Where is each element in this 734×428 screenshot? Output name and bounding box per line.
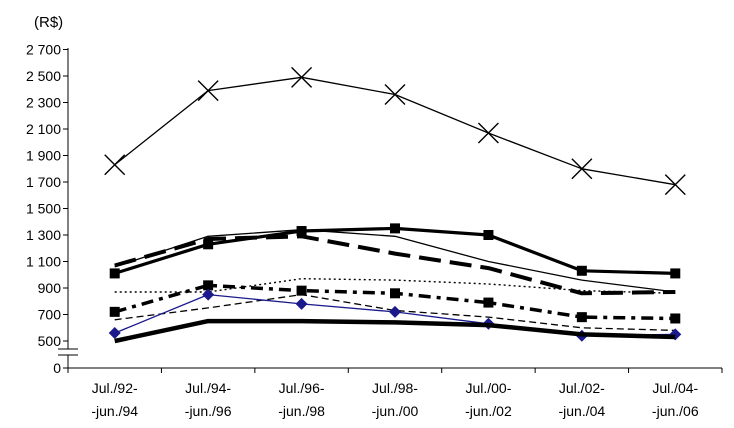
x-tick-label-line: Jul./98- [372, 380, 418, 396]
data-point-diamond [389, 305, 401, 318]
x-tick-label: Jul./98- -jun./00 [372, 380, 419, 419]
x-tick-label-line: -jun./04 [559, 403, 606, 419]
y-unit-label: (R$) [34, 14, 63, 31]
series-line [114, 226, 676, 275]
data-point-square [109, 268, 120, 279]
y-tick-label: 1 700 [26, 174, 61, 190]
x-tick-labels: Jul./92- -jun./94 Jul./94- -jun./96 Jul./96-… [91, 380, 698, 419]
data-point-diamond [202, 288, 215, 301]
series-9 [114, 318, 676, 344]
series-4 [114, 229, 676, 293]
series-7 [114, 293, 676, 332]
y-tick-label: 2 700 [26, 42, 61, 58]
y-tick-label: 1 900 [26, 148, 61, 164]
x-tick-label-line: -jun./02 [465, 403, 512, 419]
data-point-square [576, 312, 587, 323]
x-tick-label-line: Jul./00- [465, 380, 511, 396]
x-tick-label-line: -jun./96 [185, 403, 232, 419]
data-point-x [384, 84, 406, 106]
series-line [114, 229, 676, 293]
y-tick-labels: 0 500 700 900 1 100 1 300 1 500 1 700 1 900 2 100… [26, 42, 61, 377]
x-tick-label-line: -jun./06 [652, 403, 699, 419]
data-point-square [390, 223, 400, 234]
y-tick-label: 1 300 [26, 227, 61, 243]
data-point-square [483, 297, 494, 308]
data-point-x [571, 158, 593, 180]
x-tick-label: Jul./02- -jun./04 [559, 380, 606, 419]
series-group [104, 66, 686, 344]
x-tick-label: Jul./94- -jun./96 [185, 380, 232, 419]
series-6 [109, 280, 681, 324]
data-point-square [109, 306, 120, 317]
x-tick-label-line: Jul./94- [185, 380, 231, 396]
data-point-square [670, 268, 681, 279]
series-3 [114, 234, 676, 296]
y-tick-label: 1 100 [26, 254, 61, 270]
data-point-x [291, 66, 313, 88]
x-tick-label-line: Jul./02- [559, 380, 605, 396]
x-tick-label: Jul./96- -jun./98 [278, 380, 325, 419]
y-tick-label: 700 [38, 307, 62, 323]
y-tick-label: 2 500 [26, 68, 61, 84]
series-line [114, 293, 676, 332]
data-point-square [670, 313, 681, 324]
y-tick-label: 1 500 [26, 201, 61, 217]
data-point-x [477, 122, 499, 144]
series-5 [114, 278, 676, 294]
data-point-diamond [295, 297, 308, 310]
x-tick-label-line: -jun./00 [372, 403, 419, 419]
data-point-square [296, 285, 307, 296]
series-2 [109, 223, 681, 279]
data-point-square [203, 239, 214, 250]
data-point-x [664, 174, 686, 196]
x-tick-label-line: Jul./92- [92, 380, 138, 396]
y-tick-label: 2 300 [26, 95, 61, 111]
data-point-square [576, 265, 587, 276]
series-line [114, 318, 676, 344]
y-tick-label: 900 [38, 280, 62, 296]
x-tick-label-line: -jun./98 [278, 403, 325, 419]
data-point-square [390, 288, 400, 299]
series-1 [104, 66, 686, 196]
data-point-square [296, 226, 307, 237]
y-tick-label: 2 100 [26, 121, 61, 137]
data-point-diamond [108, 327, 121, 340]
data-point-x [197, 80, 219, 102]
data-point-square [203, 280, 214, 291]
axes [58, 48, 723, 373]
data-point-x [104, 154, 126, 176]
y-tick-label: 500 [38, 333, 62, 349]
x-tick-label-line: Jul./04- [652, 380, 698, 396]
series-line [114, 76, 676, 186]
series-line [114, 278, 676, 294]
y-tick-label: 0 [53, 360, 61, 376]
x-tick-label: Jul./92- -jun./94 [91, 380, 138, 419]
x-tick-label-line: -jun./94 [91, 403, 138, 419]
data-point-square [483, 230, 494, 240]
x-tick-label-line: Jul./96- [279, 380, 325, 396]
series-line [114, 234, 676, 296]
x-tick-label: Jul./04- -jun./06 [652, 380, 699, 419]
axis-break-gap [59, 349, 77, 355]
x-tick-label: Jul./00- -jun./02 [465, 380, 512, 419]
